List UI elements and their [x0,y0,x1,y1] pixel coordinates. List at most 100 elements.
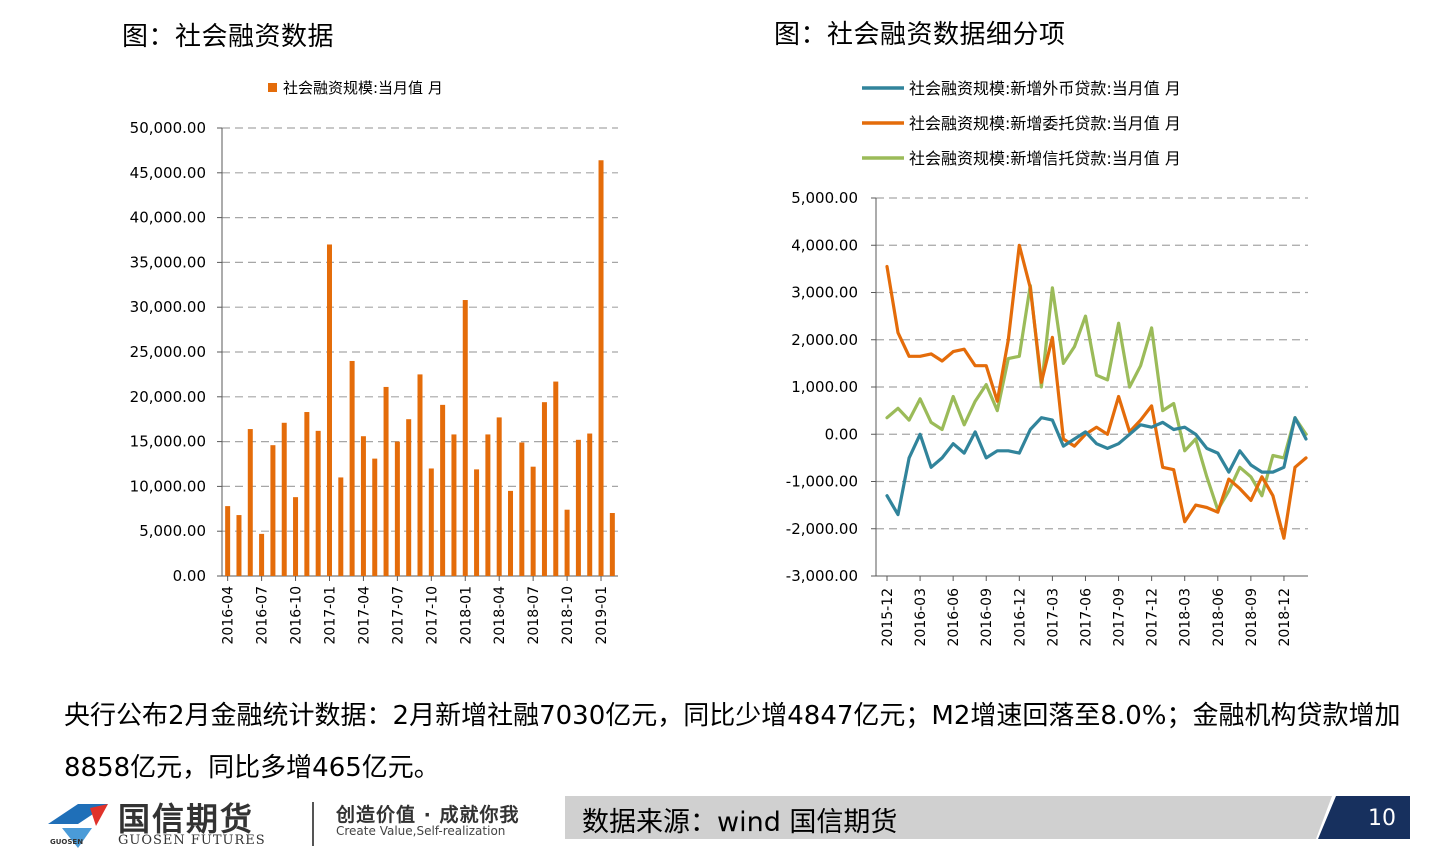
bar [383,386,389,576]
y-tick-label: 45,000.00 [130,164,206,182]
x-tick-label: 2018-06 [1211,588,1227,647]
bar [360,436,366,576]
y-tick-label: 35,000.00 [130,253,206,271]
x-tick-label: 2017-01 [322,586,338,645]
bar [315,430,321,576]
x-tick-label: 2017-07 [390,586,406,645]
x-tick-label: 2019-01 [594,586,610,645]
legend-label: 社会融资规模:当月值 月 [283,79,443,97]
x-tick-label: 2018-04 [492,586,508,645]
bar [598,160,604,577]
y-tick-label: 0.00 [825,425,858,443]
y-tick-label: 25,000.00 [130,343,206,361]
series-line [885,283,1308,512]
bar [462,300,468,576]
summary-text: 央行公布2月金融统计数据：2月新增社融7030亿元，同比少增4847亿元；M2增… [64,701,1401,783]
brand-name-cn: 国信期货 [118,800,255,838]
y-tick-label: 10,000.00 [130,477,206,495]
bar [247,429,253,576]
x-tick-label: 2018-10 [560,586,576,645]
y-tick-label: 1,000.00 [791,378,858,396]
y-tick-label: 30,000.00 [130,298,206,316]
bar [326,244,332,577]
x-tick-label: 2018-03 [1178,588,1194,647]
x-tick-label: 2017-10 [424,586,440,645]
x-tick-label: 2016-07 [255,586,271,645]
bar [609,513,615,576]
y-tick-label: 5,000.00 [139,522,206,540]
bar [553,381,559,576]
y-tick-label: 2,000.00 [791,331,858,349]
bar [587,433,593,576]
bar [225,506,231,576]
source-bar-background [565,796,1332,839]
x-tick-label: 2016-06 [946,588,962,647]
footer-bar [48,796,1410,848]
x-tick-label: 2017-12 [1145,588,1161,647]
y-tick-label: 5,000.00 [791,189,858,207]
bar [428,468,434,576]
bar [270,445,276,576]
financing-breakdown-line-chart: 5,000.00 4,000.00 3,000.00 2,000.00 1,000.00… [786,79,1308,647]
legend-label: 社会融资规模:新增信托贷款:当月值 月 [909,149,1181,168]
series-line [885,243,1308,540]
bar [338,477,344,576]
bar [474,469,480,576]
x-tick-label: 2017-09 [1112,588,1128,647]
series-line [885,416,1308,517]
y-tick-label: 15,000.00 [130,433,206,451]
footer-separator [312,802,314,846]
y-tick-label: -2,000.00 [786,520,858,538]
bar [259,533,265,576]
bar [530,466,536,576]
y-tick-label: 4,000.00 [791,236,858,254]
bar [541,402,547,576]
y-tick-label: -1,000.00 [786,473,858,491]
data-source: 数据来源：wind 国信期货 [582,807,898,838]
slogan-en: Create Value,Self-realization [336,824,506,838]
bar [564,509,570,576]
legend-label: 社会融资规模:新增委托贷款:当月值 月 [909,114,1181,133]
x-tick-label: 2016-04 [221,586,237,645]
bar [508,490,514,576]
bar [304,412,310,576]
bar [417,374,423,576]
x-tick-label: 2018-12 [1277,588,1293,647]
legend-label: 社会融资规模:新增外币贷款:当月值 月 [909,79,1181,98]
bar [519,442,525,576]
y-tick-label: 0.00 [173,567,206,585]
social-financing-bar-chart: 50,000.00 45,000.00 40,000.00 35,000.00 30,0… [130,79,618,645]
brand-name-en: GUOSEN FUTURES [118,833,266,848]
y-tick-label: 20,000.00 [130,388,206,406]
x-tick-label: 2016-10 [289,586,305,645]
bar [236,515,242,576]
y-tick-label: -3,000.00 [786,567,858,585]
bar [485,434,491,576]
bar [575,439,581,576]
legend-marker [268,83,277,92]
company-logo-icon [48,804,108,848]
x-tick-label: 2018-01 [458,586,474,645]
slogan-cn: 创造价值 · 成就你我 [336,804,520,826]
x-tick-label: 2017-04 [356,586,372,645]
left-chart-title: 图：社会融资数据 [122,22,335,52]
bar [496,417,502,576]
bar [406,419,412,576]
bar [372,458,378,576]
x-tick-label: 2017-06 [1078,588,1094,647]
bar [293,497,299,576]
x-tick-label: 2018-09 [1244,588,1260,647]
y-tick-label: 50,000.00 [130,119,206,137]
y-tick-label: 40,000.00 [130,209,206,227]
x-tick-label: 2016-12 [1012,588,1028,647]
page-number: 10 [1368,806,1396,831]
x-tick-label: 2017-03 [1045,588,1061,647]
bar [394,441,400,576]
x-tick-label: 2018-07 [526,586,542,645]
bar [451,434,457,576]
brand-logo-text: GUOSEN [50,838,84,846]
page-number-background [1318,796,1410,839]
x-tick-label: 2016-03 [913,588,929,647]
bar [281,422,287,576]
y-tick-label: 3,000.00 [791,284,858,302]
